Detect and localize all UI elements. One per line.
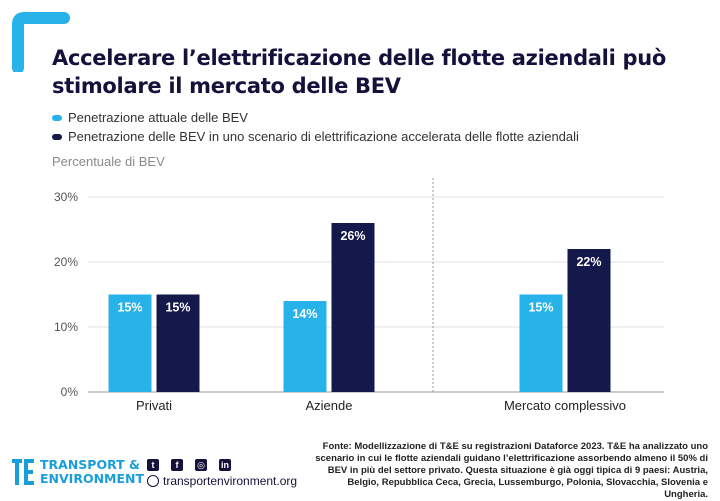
y-axis-label: Percentuale di BEV <box>52 154 165 169</box>
data-label: 15% <box>528 301 553 315</box>
legend-label-accelerated: Penetrazione delle BEV in uno scenario d… <box>68 129 579 144</box>
y-tick-label: 20% <box>54 255 78 269</box>
x-tick-label: Privati <box>136 398 172 413</box>
te-logo: TRANSPORT & ENVIRONMENT <box>12 458 144 486</box>
y-tick-label: 0% <box>61 385 79 399</box>
legend-item-accelerated: Penetrazione delle BEV in uno scenario d… <box>52 127 579 146</box>
data-label: 15% <box>165 301 190 315</box>
bar <box>567 249 611 392</box>
te-logo-icon <box>12 459 34 485</box>
social-links: t f ◎ in <box>147 459 231 471</box>
logo-line-2: ENVIRONMENT <box>40 471 145 486</box>
chart-title: Accelerare l’elettrificazione delle flot… <box>52 46 666 98</box>
data-label: 15% <box>117 301 142 315</box>
logo-line-1: TRANSPORT & <box>40 457 140 472</box>
twitter-icon[interactable]: t <box>147 459 159 471</box>
bar <box>331 223 375 392</box>
legend-item-current: Penetrazione attuale delle BEV <box>52 108 579 127</box>
website-text: transportenvironment.org <box>163 474 298 488</box>
bar <box>519 294 563 392</box>
facebook-icon[interactable]: f <box>171 459 183 471</box>
chart-legend: Penetrazione attuale delle BEV Penetrazi… <box>52 108 579 146</box>
y-tick-label: 10% <box>54 320 78 334</box>
linkedin-icon[interactable]: in <box>219 459 231 471</box>
legend-swatch-current <box>52 114 62 121</box>
legend-label-current: Penetrazione attuale delle BEV <box>68 110 248 125</box>
instagram-icon[interactable]: ◎ <box>195 459 207 471</box>
source-note: Fonte: Modellizzazione di T&E su registr… <box>315 441 708 500</box>
bar <box>283 301 327 392</box>
x-tick-label: Mercato complessivo <box>504 398 626 413</box>
bar <box>108 294 152 392</box>
brand-corner-mark <box>12 12 70 72</box>
data-label: 26% <box>340 229 365 243</box>
globe-icon <box>147 475 159 487</box>
bar <box>156 294 200 392</box>
legend-swatch-accelerated <box>52 133 62 140</box>
x-tick-label: Aziende <box>306 398 353 413</box>
y-tick-label: 30% <box>54 190 78 204</box>
data-label: 14% <box>292 307 317 321</box>
bar-chart: 0% 10% 20% 30% 15% 15% Privati 14% 26% Aziende 15%… <box>54 178 664 413</box>
data-label: 22% <box>576 255 601 269</box>
website-link[interactable]: transportenvironment.org <box>147 474 297 488</box>
